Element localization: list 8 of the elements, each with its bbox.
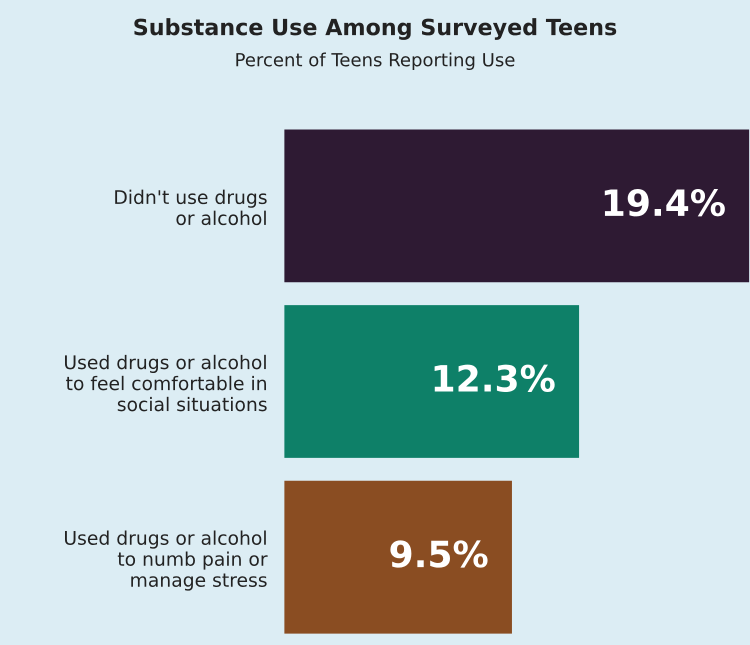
y-tick-label: Didn't use drugs or alcohol [115,190,267,226]
data-label: 19.4% [604,189,725,216]
data-label: 12.3% [434,364,555,392]
text: Substance Use Among Surveyed Teens [134,18,616,40]
text: Percent of Teens Reporting Use [236,52,514,70]
y-tick-label: Used drugs or alcohol to feel comfortable in social situations [65,354,267,412]
y-tick-label: Used drugs or alcohol to numb pain or manage stress [65,530,268,591]
data-label: 9.5% [390,540,488,568]
